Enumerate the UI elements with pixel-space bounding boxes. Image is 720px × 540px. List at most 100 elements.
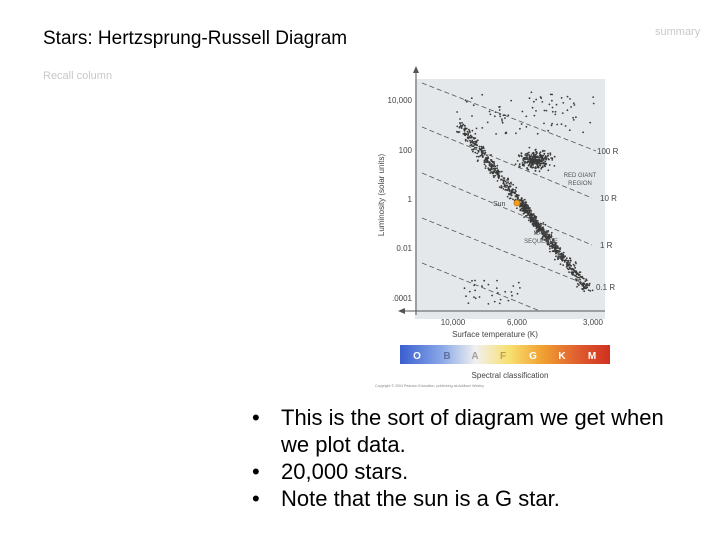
star-point	[467, 135, 469, 137]
star-point	[532, 155, 535, 158]
star-point	[482, 150, 485, 152]
star-point	[572, 263, 575, 266]
star-point	[535, 98, 538, 101]
star-point	[497, 170, 500, 173]
star-point	[562, 253, 565, 256]
star-point	[520, 202, 522, 205]
x-axis-arrow	[398, 308, 405, 314]
star-point	[543, 153, 546, 155]
star-point	[536, 132, 539, 135]
star-point	[551, 122, 553, 125]
star-point	[534, 155, 537, 158]
star-point	[558, 255, 561, 258]
star-point	[508, 193, 510, 196]
star-point	[589, 290, 592, 292]
star-point	[514, 163, 517, 166]
star-point	[550, 231, 553, 234]
star-point	[545, 156, 548, 158]
star-point	[473, 148, 475, 151]
star-point	[574, 266, 577, 269]
star-point	[554, 110, 557, 113]
star-point	[510, 183, 512, 185]
star-point	[556, 249, 559, 252]
star-point	[538, 228, 541, 231]
star-point	[584, 280, 587, 283]
star-point	[472, 104, 475, 107]
star-point	[520, 152, 523, 155]
star-point	[476, 139, 479, 142]
star-point	[502, 114, 505, 117]
star-point	[528, 214, 531, 217]
star-point	[524, 202, 527, 205]
star-point	[569, 98, 571, 100]
star-point	[510, 194, 513, 197]
star-point	[523, 158, 526, 161]
star-point	[537, 230, 540, 233]
star-point	[483, 279, 486, 282]
star-point	[585, 287, 588, 290]
star-point	[464, 125, 466, 127]
radius-label: 0.1 R	[596, 283, 615, 292]
star-point	[564, 259, 567, 262]
star-point	[516, 194, 519, 197]
star-point	[483, 153, 486, 156]
star-point	[507, 178, 510, 181]
star-point	[531, 166, 534, 169]
star-point	[460, 127, 463, 129]
spectral-label: Spectral classification	[472, 371, 549, 380]
star-point	[524, 209, 527, 212]
star-point	[570, 265, 573, 267]
star-point	[468, 130, 471, 133]
star-point	[507, 299, 510, 302]
star-point	[547, 230, 550, 232]
star-point	[502, 188, 505, 190]
star-point	[580, 276, 583, 279]
star-point	[537, 166, 540, 169]
star-point	[518, 155, 521, 158]
star-point	[535, 227, 538, 230]
star-point	[484, 151, 487, 154]
star-point	[501, 175, 503, 177]
star-point	[499, 113, 501, 116]
star-point	[506, 189, 509, 191]
star-point	[533, 100, 535, 103]
star-point	[577, 284, 580, 286]
star-point	[545, 231, 547, 234]
star-point	[461, 122, 463, 124]
star-point	[575, 116, 577, 119]
star-point	[544, 163, 547, 166]
star-point	[534, 219, 537, 221]
star-point	[481, 156, 484, 158]
star-point	[559, 257, 562, 259]
star-point	[491, 294, 493, 297]
star-point	[542, 233, 545, 236]
star-point	[520, 197, 523, 199]
star-point	[537, 159, 540, 162]
star-point	[552, 250, 555, 253]
star-point	[465, 295, 467, 298]
radius-line	[421, 126, 593, 199]
star-point	[528, 151, 530, 154]
star-point	[557, 255, 560, 258]
star-point	[526, 167, 528, 169]
star-point	[481, 127, 484, 129]
star-point	[569, 267, 572, 270]
star-point	[468, 136, 470, 139]
star-point	[459, 118, 461, 120]
star-point	[543, 162, 545, 165]
star-point	[540, 162, 543, 165]
star-point	[572, 102, 575, 105]
star-point	[466, 130, 469, 133]
star-point	[501, 186, 503, 188]
star-point	[527, 160, 529, 163]
star-point	[481, 154, 484, 157]
sun-marker	[513, 199, 521, 207]
bullet-item: • This is the sort of diagram we get when…	[252, 404, 672, 458]
star-point	[542, 149, 544, 152]
star-point	[481, 285, 483, 288]
star-point	[568, 129, 571, 132]
main-sequence-label: MAIN	[534, 231, 549, 237]
star-point	[547, 169, 550, 172]
star-point	[544, 235, 546, 238]
star-point	[518, 165, 521, 167]
